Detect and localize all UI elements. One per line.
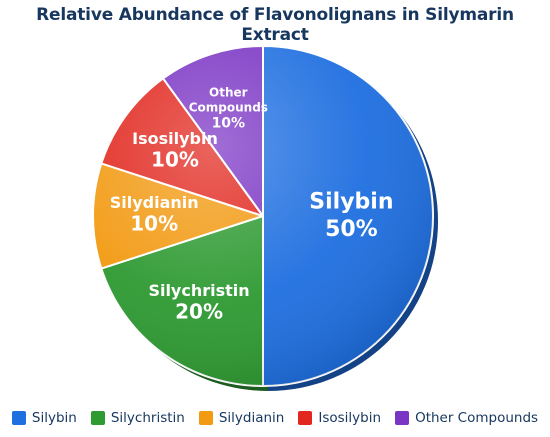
legend-item-silychristin: Silychristin bbox=[90, 410, 185, 426]
slice-name-label-silydianin: Silydianin bbox=[110, 193, 199, 212]
legend-swatch-silybin bbox=[11, 411, 26, 425]
legend-item-silybin: Silybin bbox=[11, 410, 77, 426]
slice-value-label-isosilybin: 10% bbox=[151, 148, 199, 172]
legend-item-silydianin: Silydianin bbox=[198, 410, 285, 426]
legend-swatch-other-compounds bbox=[395, 411, 410, 425]
legend-item-isosilybin: Isosilybin bbox=[298, 410, 381, 426]
legend: Silybin Silychristin Silydianin Isosilybin O… bbox=[0, 410, 550, 426]
legend-label-silydianin: Silydianin bbox=[218, 410, 285, 426]
legend-label-silybin: Silybin bbox=[31, 410, 77, 426]
slice-name-label-silybin: Silybin bbox=[309, 189, 393, 214]
legend-label-silychristin: Silychristin bbox=[110, 410, 185, 426]
slice-value-label-other-compounds: 10% bbox=[212, 116, 246, 132]
legend-swatch-silychristin bbox=[90, 411, 105, 425]
slice-name-label-isosilybin: Isosilybin bbox=[132, 129, 218, 148]
slice-value-label-silybin: 50% bbox=[325, 217, 378, 242]
chart-title: Relative Abundance of Flavonolignans in … bbox=[36, 5, 514, 45]
legend-label-other-compounds: Other Compounds bbox=[415, 410, 539, 426]
pie-chart: Silybin50%Silychristin20%Silydianin10%Is… bbox=[92, 45, 438, 391]
legend-item-other-compounds: Other Compounds bbox=[395, 410, 538, 426]
legend-swatch-isosilybin bbox=[298, 411, 313, 425]
slice-name-label-silychristin: Silychristin bbox=[148, 281, 249, 300]
legend-label-isosilybin: Isosilybin bbox=[318, 410, 382, 426]
slice-value-label-silydianin: 10% bbox=[130, 212, 178, 236]
legend-swatch-silydianin bbox=[198, 411, 213, 425]
slice-name-label-other-compounds-line-1: Other bbox=[209, 85, 248, 99]
slice-value-label-silychristin: 20% bbox=[175, 300, 223, 324]
slice-name-label-other-compounds-line-2: Compounds bbox=[189, 100, 268, 114]
slice-label-group-silybin: Silybin 50% bbox=[309, 189, 393, 242]
